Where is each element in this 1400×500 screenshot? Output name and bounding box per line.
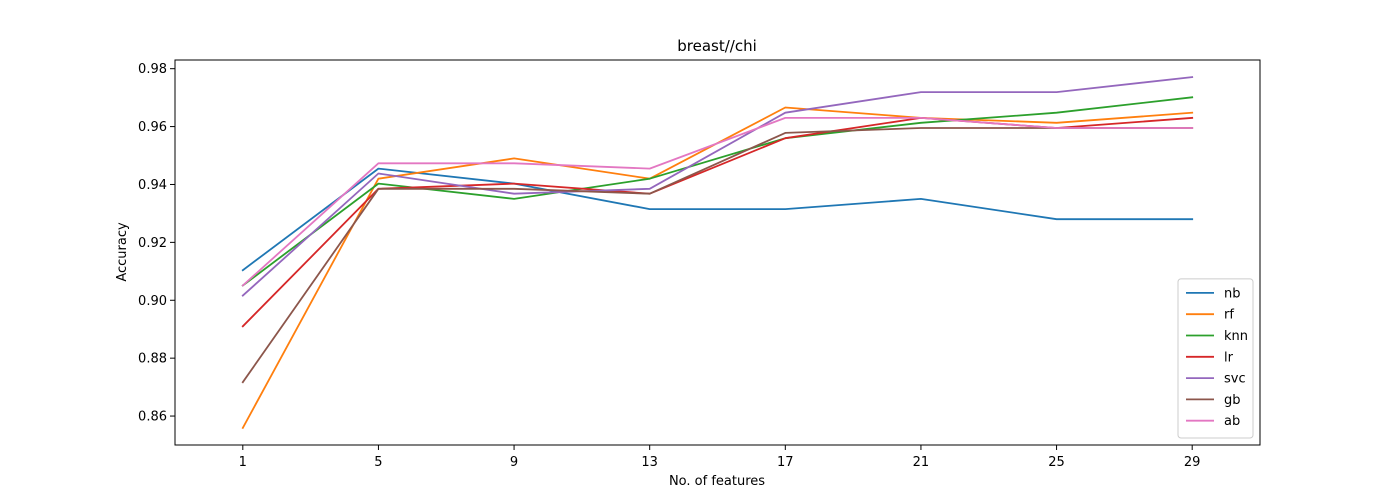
y-tick-label: 0.92 [138, 236, 167, 251]
x-tick-label: 13 [641, 455, 658, 470]
chart-title: breast//chi [677, 37, 757, 55]
y-tick-label: 0.90 [138, 294, 167, 309]
x-tick-label: 5 [374, 455, 382, 470]
legend: nb rf knn lr svc gb ab [1177, 278, 1254, 439]
series-line-rf [241, 106, 1194, 430]
plot-frame [174, 59, 1261, 446]
x-tick-label: 29 [1184, 455, 1201, 470]
x-tick-label: 17 [777, 455, 794, 470]
series-line-nb [241, 167, 1194, 272]
x-tick-label: 1 [239, 455, 247, 470]
x-axis-title: No. of features [669, 474, 765, 489]
series-line-gb [241, 127, 1194, 384]
y-tick-label: 0.96 [138, 120, 167, 135]
x-tick-label: 9 [510, 455, 518, 470]
legend-label-gb: gb [1224, 393, 1241, 408]
series-line-svc [241, 76, 1194, 297]
legend-label-rf: rf [1224, 308, 1234, 323]
legend-label-nb: nb [1224, 286, 1241, 301]
y-tick-label: 0.86 [138, 410, 167, 425]
legend-label-lr: lr [1224, 350, 1234, 365]
y-tick-label: 0.88 [138, 352, 167, 367]
x-axis: 1 5 9 13 17 21 25 29 [239, 445, 1201, 470]
y-axis: 0.86 0.88 0.90 0.92 0.94 0.96 0.98 [138, 62, 175, 425]
series-layer [241, 76, 1194, 430]
legend-label-ab: ab [1224, 414, 1240, 429]
y-tick-label: 0.98 [138, 62, 167, 77]
series-line-knn [241, 96, 1194, 287]
legend-box [1177, 278, 1254, 439]
y-axis-title: Accuracy [115, 222, 130, 282]
x-tick-label: 21 [913, 455, 930, 470]
legend-label-svc: svc [1224, 372, 1246, 387]
series-line-lr [241, 116, 1194, 328]
series-line-ab [241, 117, 1194, 287]
x-tick-label: 25 [1048, 455, 1065, 470]
y-tick-label: 0.94 [138, 178, 167, 193]
legend-label-knn: knn [1224, 329, 1248, 344]
